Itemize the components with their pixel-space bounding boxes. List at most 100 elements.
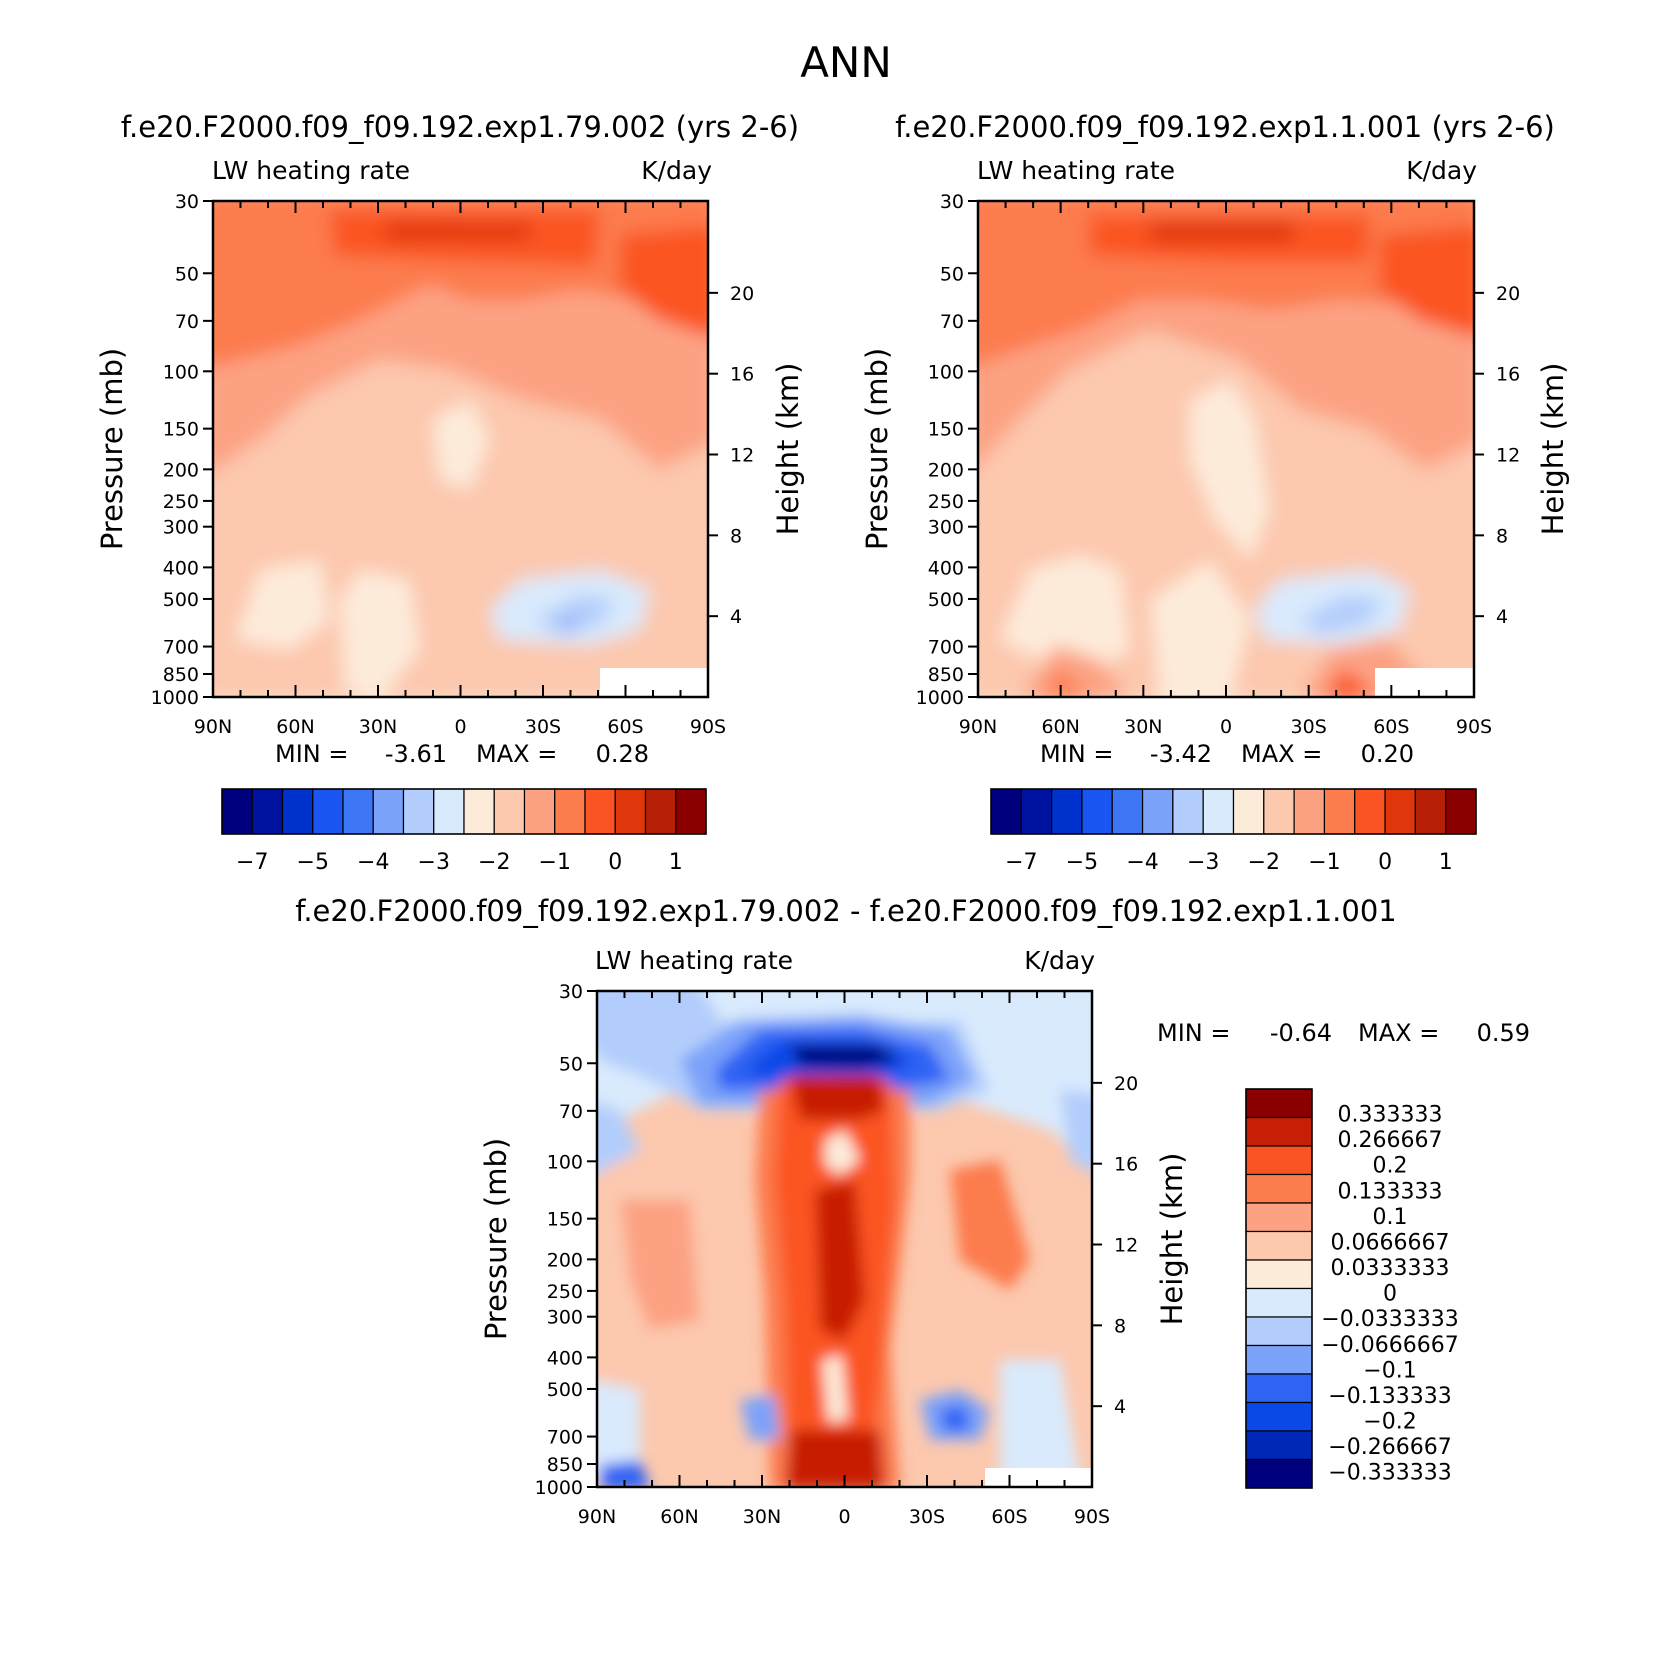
colorbar-swatch [1245, 1202, 1313, 1233]
missing-data-patch [1375, 668, 1474, 697]
colorbar-swatch [1293, 788, 1326, 835]
red-core-column [815, 1180, 865, 1340]
colorbar-swatch [1245, 1287, 1313, 1318]
light-hole-upper [825, 1130, 860, 1175]
orange-right-column [950, 1160, 1030, 1290]
height-tick-label: 16 [730, 364, 754, 386]
panel-2: f.e20.F2000.f09_f09.192.exp1.1.001 (yrs … [860, 110, 1570, 875]
pressure-tick-label: 1000 [151, 687, 199, 709]
colorbar-swatch [1202, 788, 1235, 835]
colorbar-swatch [1141, 788, 1174, 835]
colorbar-label: −2 [478, 850, 510, 875]
panel-3-min-value: -0.64 [1270, 1019, 1332, 1047]
panel-1-max-label: MAX = [476, 740, 557, 768]
pressure-tick-label: 30 [940, 191, 964, 213]
orange-left-column [620, 1200, 700, 1330]
colorbar-swatch [1354, 788, 1386, 835]
blue-jet-core [790, 1045, 900, 1068]
colorbar-swatch [1245, 1430, 1313, 1461]
colorbar-label: 0.266667 [1338, 1128, 1443, 1153]
lat-tick-label: 0 [1220, 716, 1232, 738]
panel-1-max-value: 0.28 [596, 740, 649, 768]
colorbar-label: −5 [297, 850, 329, 875]
pressure-tick-label: 50 [175, 263, 199, 285]
height-tick-label: 20 [1496, 283, 1520, 305]
pressure-tick-label: 400 [547, 1347, 583, 1369]
panel-3-min-label: MIN = [1157, 1019, 1230, 1047]
pressure-tick-label: 400 [163, 557, 199, 579]
lat-tick-label: 30S [525, 716, 561, 738]
colorbar-label: 1 [669, 850, 683, 875]
colorbar-label: −3 [1187, 850, 1219, 875]
colorbar-swatch [1384, 788, 1416, 835]
pressure-tick-label: 400 [928, 557, 964, 579]
lat-tick-label: 30N [1124, 716, 1162, 738]
blue-left-column [597, 1103, 640, 1180]
height-tick-label: 4 [730, 606, 742, 628]
colorbar-swatch [644, 788, 677, 835]
colorbar-label: 0.0333333 [1331, 1256, 1450, 1281]
pressure-tick-label: 500 [928, 589, 964, 611]
panel-1-y2label: Height (km) [771, 363, 805, 536]
panel-3-y2label: Height (km) [1155, 1153, 1189, 1326]
colorbar-swatch [1081, 788, 1113, 835]
panel-1-contour-field [213, 201, 708, 697]
panel-1-ylabel: Pressure (mb) [95, 348, 129, 550]
colorbar-swatch [402, 788, 435, 835]
colorbar-swatch [1323, 788, 1356, 835]
lat-tick-label: 60N [660, 1506, 698, 1528]
lat-tick-label: 0 [838, 1506, 850, 1528]
pressure-tick-label: 500 [163, 589, 199, 611]
colorbar-swatch [1245, 1116, 1313, 1147]
colorbar-swatch [1245, 1173, 1313, 1204]
pressure-tick-label: 700 [547, 1427, 583, 1449]
colorbar-label: −0.333333 [1328, 1461, 1451, 1486]
panel-3-colorbar: 0.3333330.2666670.20.1333330.10.06666670… [1245, 1088, 1459, 1489]
height-tick-label: 12 [1496, 445, 1520, 467]
panel-2-units-label: K/day [1406, 156, 1477, 185]
height-tick-label: 20 [1114, 1073, 1138, 1095]
panel-2-min-label: MIN = [1040, 740, 1113, 768]
pressure-tick-label: 1000 [535, 1477, 583, 1499]
colorbar-label: −4 [357, 850, 389, 875]
pressure-tick-label: 100 [928, 361, 964, 383]
pressure-tick-label: 300 [928, 517, 964, 539]
light-core-upper [432, 400, 490, 490]
panel-2-contour-field [978, 201, 1474, 697]
pressure-tick-label: 50 [559, 1053, 583, 1075]
pressure-tick-label: 150 [547, 1209, 583, 1231]
band-peak-stratosphere [1150, 222, 1295, 242]
colorbar-frame [221, 788, 707, 835]
panel-2-y2label: Height (km) [1536, 363, 1570, 536]
height-tick-label: 12 [730, 445, 754, 467]
colorbar-swatch [1263, 788, 1295, 835]
pressure-tick-label: 1000 [916, 687, 964, 709]
colorbar-swatch [584, 788, 616, 835]
colorbar-swatch [1245, 1088, 1313, 1119]
blue-cell-inner [535, 595, 615, 635]
lat-tick-label: 0 [454, 716, 466, 738]
pressure-tick-label: 50 [940, 263, 964, 285]
panel-1-colorbar: −7 −5 −4 −3 −2 −1 0 1 [221, 788, 707, 875]
colorbar-swatch [312, 788, 344, 835]
lat-tick-label: 30N [359, 716, 397, 738]
colorbar-swatch [614, 788, 647, 835]
light-north-low [597, 1381, 640, 1480]
colorbar-swatch [1245, 1259, 1313, 1290]
missing-data-patch [985, 1468, 1092, 1487]
colorbar-label: −1 [1308, 850, 1340, 875]
pressure-tick-label: 150 [928, 419, 964, 441]
low-level-orange-b [1041, 668, 1088, 697]
light-lower-mid [340, 570, 420, 697]
colorbar-label: 0.333333 [1338, 1103, 1443, 1128]
height-tick-label: 16 [1114, 1154, 1138, 1176]
height-tick-label: 8 [1114, 1315, 1126, 1337]
colorbar-label: −0.0666667 [1321, 1333, 1458, 1358]
colorbar-swatch [1414, 788, 1447, 835]
red-core-base [785, 1430, 885, 1487]
colorbar-swatch [342, 788, 374, 835]
lat-tick-label: 90S [690, 716, 726, 738]
light-lower-left [1000, 555, 1130, 680]
